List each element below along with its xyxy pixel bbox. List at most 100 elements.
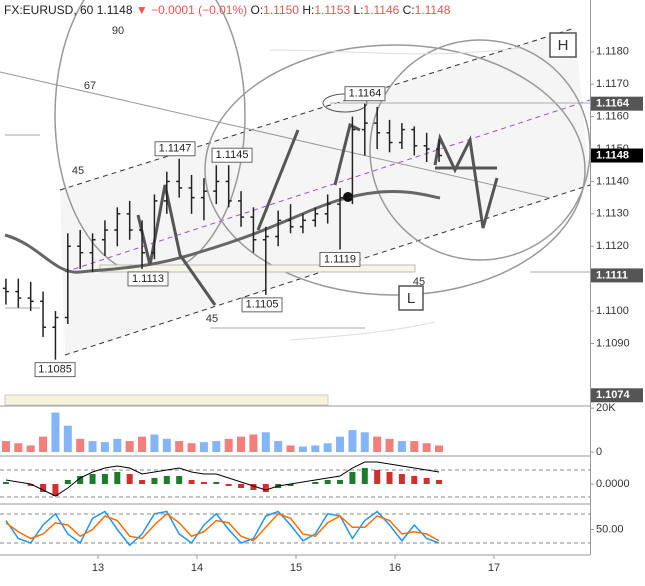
volume-bar xyxy=(175,441,184,452)
x-tick-label: 16 xyxy=(389,562,401,574)
macd-histogram-bar xyxy=(262,484,269,492)
y-tick-label: 1.1180 xyxy=(596,46,629,58)
volume-bar xyxy=(14,443,23,452)
marker-label: H xyxy=(558,37,569,54)
volume-bar xyxy=(224,438,233,452)
symbol: FX:EURUSD, 60 xyxy=(4,3,94,17)
ohlc-value: 1.1148 xyxy=(414,3,451,17)
price-marker xyxy=(591,96,643,111)
price-marker xyxy=(591,148,643,163)
macd-histogram-bar xyxy=(361,468,368,484)
price-change: ▼ −0.0001 (−0.01%) xyxy=(135,3,248,17)
price-label-box xyxy=(211,147,253,163)
volume-bar xyxy=(311,445,320,452)
volume-bar xyxy=(298,446,307,452)
macd-histogram-bar xyxy=(200,482,207,484)
macd-histogram-bar xyxy=(114,472,121,484)
y-tick-label: 1.1160 xyxy=(596,111,629,123)
macd-histogram-bar xyxy=(374,470,381,484)
price-marker xyxy=(591,388,643,403)
x-tick-label: 13 xyxy=(92,562,104,574)
y-tick-label: 1.1170 xyxy=(596,78,629,90)
price-label-box xyxy=(34,362,76,378)
volume-bar xyxy=(39,436,48,452)
volume-bar xyxy=(125,441,134,452)
price-marker xyxy=(591,268,643,283)
price-label: 1.1147 xyxy=(159,143,192,155)
volume-bar xyxy=(336,436,345,452)
y-tick-label: 1.1090 xyxy=(596,337,630,349)
ohlc-label: L: xyxy=(353,3,364,17)
macd-histogram-bar xyxy=(163,476,170,484)
macd-histogram-bar xyxy=(225,484,232,486)
macd-histogram-bar xyxy=(324,480,331,484)
price-label: 1.1145 xyxy=(216,149,249,161)
x-tick-label: 15 xyxy=(290,562,302,574)
ohlc-label: C: xyxy=(402,3,415,17)
price-label: 1.1119 xyxy=(324,253,356,265)
volume-bar xyxy=(51,412,60,452)
drawing-label: 67 xyxy=(84,80,96,92)
macd-histogram-bar xyxy=(386,472,393,484)
drawing-label: 90 xyxy=(112,25,124,37)
ohlc-value: 1.1146 xyxy=(363,3,400,17)
price-marker-label: 1.1074 xyxy=(596,389,631,401)
macd-histogram-bar xyxy=(188,480,195,484)
volume-bar xyxy=(76,438,85,452)
macd-histogram-bar xyxy=(101,474,108,484)
macd-histogram-bar xyxy=(89,474,96,484)
volume-bar xyxy=(397,441,406,452)
symbol-header: FX:EURUSD, 60 1.1148 ▼ −0.0001 (−0.01%) … xyxy=(4,3,450,17)
volume-bar xyxy=(150,434,159,452)
x-tick-label: 14 xyxy=(191,562,203,574)
price-label: 1.1164 xyxy=(349,88,382,100)
macd-histogram-bar xyxy=(151,478,158,484)
volume-bar xyxy=(237,436,246,452)
volume-bar xyxy=(88,441,97,452)
macd-histogram-bar xyxy=(423,478,430,484)
macd-histogram-bar xyxy=(312,482,319,484)
macd-histogram-bar xyxy=(40,484,47,492)
ohlc-value: 1.1153 xyxy=(314,3,351,17)
macd-histogram-bar xyxy=(398,474,405,484)
volume-bar xyxy=(410,441,419,452)
price-label: 1.1085 xyxy=(38,364,72,376)
macd-histogram-bar xyxy=(77,476,84,484)
volume-bar xyxy=(274,441,283,452)
volume-bar xyxy=(323,443,332,452)
volume-bar xyxy=(212,441,221,452)
price-label-box xyxy=(241,297,283,313)
macd-histogram-bar xyxy=(349,472,356,484)
volume-bar xyxy=(360,432,369,452)
macd-histogram-bar xyxy=(126,474,133,484)
macd-histogram-bar xyxy=(287,484,294,486)
volume-bar xyxy=(348,430,357,452)
price-label-box xyxy=(319,251,361,267)
macd-histogram-bar xyxy=(64,480,71,484)
y-tick-label: 50.00 xyxy=(596,523,624,535)
macd-histogram-bar xyxy=(27,484,34,486)
ohlc-value: 1.1150 xyxy=(263,3,299,17)
macd-histogram-bar xyxy=(337,480,344,484)
macd-histogram-bar xyxy=(176,476,183,484)
price-marker-label: 1.1148 xyxy=(596,149,629,161)
volume-bar xyxy=(261,432,270,452)
y-tick-label: 1.1140 xyxy=(596,175,629,187)
volume-bar xyxy=(162,438,171,452)
y-tick-label: 1.1120 xyxy=(596,240,629,252)
macd-histogram-bar xyxy=(238,484,245,488)
volume-bar xyxy=(113,438,122,452)
macd-histogram-bar xyxy=(250,484,257,490)
volume-bar xyxy=(199,442,208,452)
price-label-box xyxy=(127,271,169,287)
volume-bar xyxy=(422,443,431,452)
x-tick-label: 17 xyxy=(488,562,500,574)
y-tick-label: 20K xyxy=(596,402,616,414)
macd-histogram-bar xyxy=(213,482,220,484)
volume-bar xyxy=(63,425,72,452)
volume-bar xyxy=(1,441,10,452)
marker-label: L xyxy=(407,290,415,307)
price-label: 1.1113 xyxy=(132,273,164,285)
volume-bar xyxy=(100,442,109,452)
price-label-box xyxy=(344,86,386,102)
